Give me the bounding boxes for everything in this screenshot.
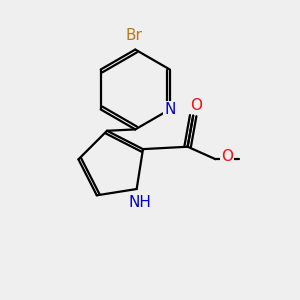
Text: NH: NH	[128, 195, 152, 210]
Text: Br: Br	[125, 28, 142, 43]
Text: O: O	[221, 149, 233, 164]
Text: O: O	[190, 98, 202, 113]
Text: N: N	[164, 102, 176, 117]
